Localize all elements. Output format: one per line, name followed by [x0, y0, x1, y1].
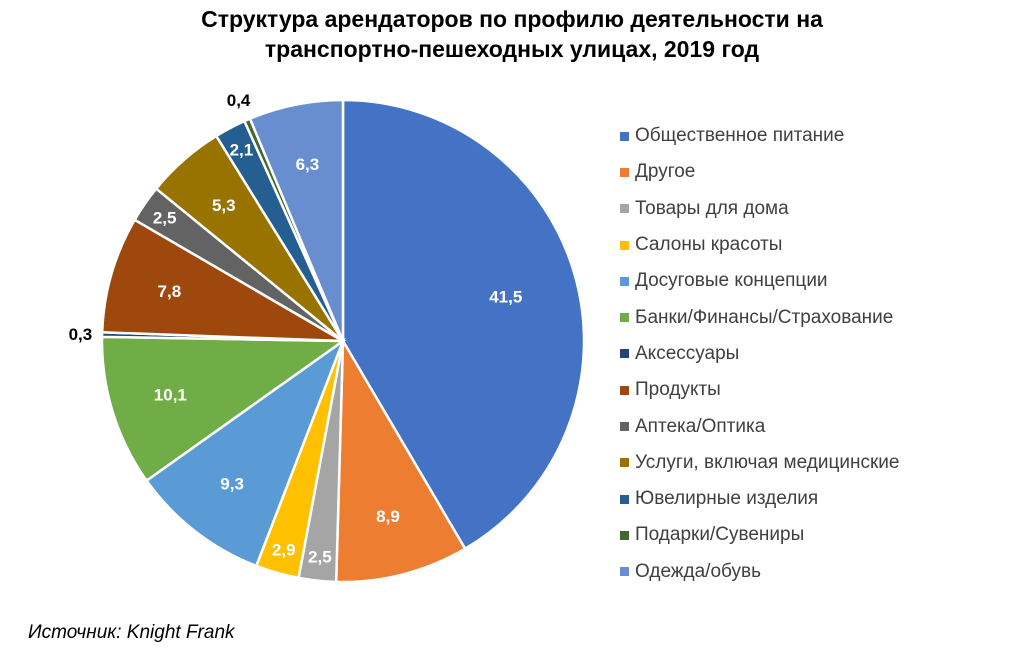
legend-swatch	[620, 385, 629, 395]
pie-slice	[100, 218, 344, 343]
legend-label: Продукты	[635, 379, 721, 401]
data-label: 2,9	[272, 541, 296, 560]
legend-label: Досуговые концепции	[635, 270, 828, 292]
legend: Общественное питание Другое Товары для дом…	[620, 118, 899, 590]
legend-label: Товары для дома	[635, 197, 789, 219]
data-label: 8,9	[376, 507, 400, 526]
data-label: 10,1	[154, 385, 187, 404]
data-label: 6,3	[296, 155, 320, 174]
legend-item: Ювелирные изделия	[620, 481, 899, 517]
pie-slice	[144, 337, 346, 568]
pie-slice	[341, 98, 586, 551]
data-label: 2,1	[230, 140, 254, 159]
legend-swatch	[620, 240, 629, 250]
data-label: 2,5	[308, 548, 332, 567]
legend-label: Услуги, включая медицинские	[635, 451, 900, 473]
legend-item: Салоны красоты	[620, 227, 899, 263]
data-label: 0,4	[227, 91, 251, 110]
legend-item: Аптека/Оптика	[620, 408, 899, 444]
chart-title: Структура арендаторов по профилю деятель…	[201, 6, 823, 62]
legend-item: Подарки/Сувениры	[620, 517, 899, 553]
legend-item: Другое	[620, 154, 899, 190]
data-label: 9,3	[220, 475, 244, 494]
legend-swatch	[620, 349, 629, 359]
legend-label: Другое	[635, 161, 696, 183]
data-label: 41,5	[489, 288, 522, 307]
legend-label: Общественное питание	[635, 125, 845, 147]
legend-item: Аксессуары	[620, 336, 899, 372]
legend-label: Одежда/обувь	[635, 560, 761, 582]
legend-swatch	[620, 422, 629, 432]
legend-label: Банки/Финансы/Страхование	[635, 306, 894, 328]
legend-item: Досуговые концепции	[620, 263, 899, 299]
legend-label: Подарки/Сувениры	[635, 524, 805, 546]
pie-slice	[100, 335, 347, 483]
legend-swatch	[620, 458, 629, 468]
legend-label: Ювелирные изделия	[635, 488, 819, 510]
source-note: Источник: Knight Frank	[28, 622, 235, 643]
legend-item: Услуги, включая медицинские	[620, 445, 899, 481]
data-label: 2,5	[153, 209, 177, 228]
legend-label: Салоны красоты	[635, 234, 783, 256]
legend-swatch	[620, 567, 629, 577]
legend-swatch	[620, 131, 629, 141]
legend-item: Общественное питание	[620, 118, 899, 154]
legend-swatch	[620, 530, 629, 540]
legend-swatch	[620, 167, 629, 177]
data-label: 0,3	[69, 325, 93, 344]
pie-slice	[248, 98, 345, 342]
legend-label: Аксессуары	[635, 342, 740, 364]
data-label: 7,8	[158, 282, 182, 301]
legend-swatch	[620, 276, 629, 286]
legend-label: Аптека/Оптика	[635, 415, 766, 437]
legend-item: Продукты	[620, 372, 899, 408]
legend-item: Товары для дома	[620, 191, 899, 227]
legend-item: Банки/Финансы/Страхование	[620, 299, 899, 335]
legend-swatch	[620, 204, 629, 214]
pie-slice	[334, 336, 467, 584]
legend-swatch	[620, 313, 629, 323]
data-label: 5,3	[212, 196, 236, 215]
legend-swatch	[620, 494, 629, 504]
legend-item: Одежда/обувь	[620, 554, 899, 590]
